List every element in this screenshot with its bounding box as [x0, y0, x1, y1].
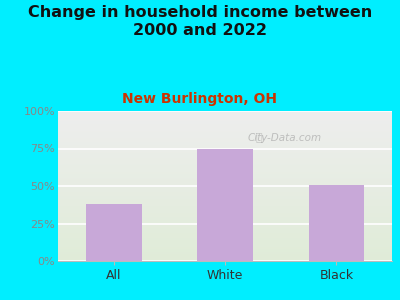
Bar — [308, 184, 364, 261]
Bar — [197, 148, 253, 261]
Text: New Burlington, OH: New Burlington, OH — [122, 92, 278, 106]
Text: ⦿: ⦿ — [255, 133, 262, 143]
Bar — [86, 204, 142, 261]
Text: Change in household income between
2000 and 2022: Change in household income between 2000 … — [28, 4, 372, 38]
Text: City-Data.com: City-Data.com — [248, 133, 322, 143]
